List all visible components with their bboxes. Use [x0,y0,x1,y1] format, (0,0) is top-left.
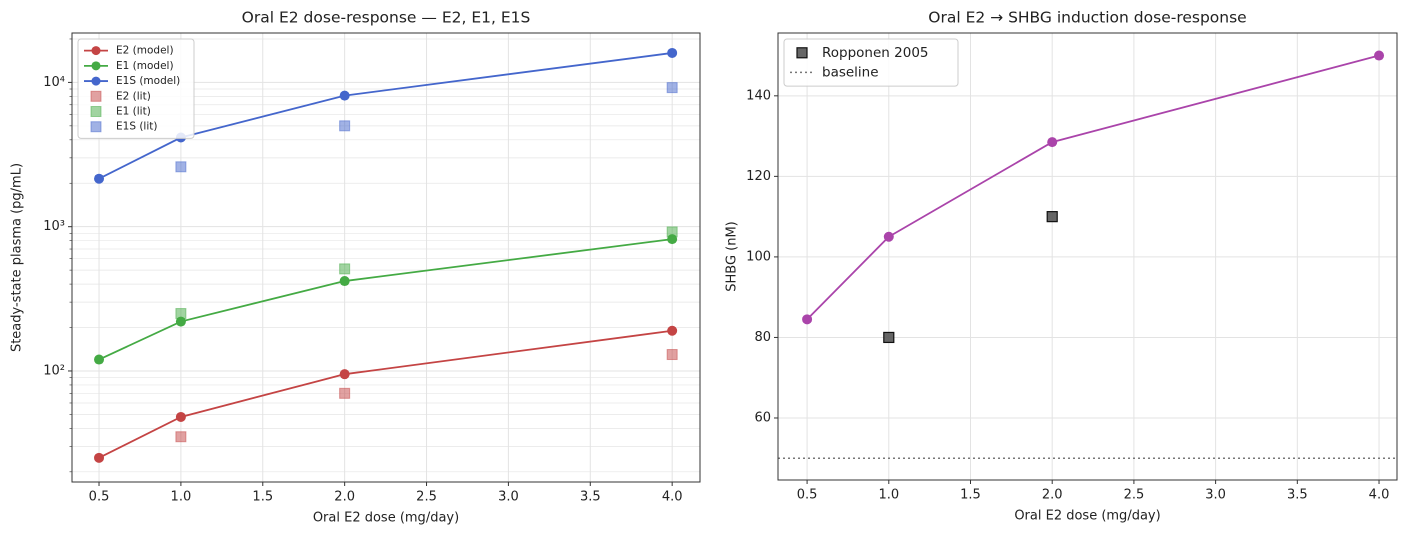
marker [175,316,186,327]
marker [339,276,350,287]
y-axis-label: Steady-state plasma (pg/mL) [10,163,25,352]
series-line [98,329,673,459]
x-tick-label: 4.0 [1369,488,1390,503]
legend-label: baseline [822,64,879,80]
marker [666,349,678,361]
x-tick-label: 2.5 [1124,488,1145,503]
legend-marker [90,106,102,118]
legend-marker [91,46,101,56]
marker [339,263,351,275]
legend-marker [90,121,102,133]
plot-frame [71,32,701,483]
marker [175,431,187,443]
marker [883,331,895,344]
x-tick-label: 3.0 [1205,488,1226,503]
legend-label: E1 (model) [116,60,174,72]
x-tick-label: 2.0 [334,490,355,505]
marker [666,82,678,94]
x-axis-label: Oral E2 dose (mg/day) [313,511,459,526]
x-tick-label: 2.5 [416,490,437,505]
marker [175,411,186,422]
marker [94,452,105,463]
marker [666,226,678,238]
x-tick-label: 3.0 [498,490,519,505]
y-tick-label: 80 [754,330,771,345]
series-line [806,54,1380,320]
x-tick-label: 1.5 [252,490,273,505]
plot-frame [777,32,1398,481]
x-tick-label: 1.0 [878,488,899,503]
legend-label: E1S (lit) [116,121,157,133]
legend-label: E1S (model) [116,75,180,87]
y-tick-label: 10² [43,363,65,378]
x-tick-label: 0.5 [797,488,818,503]
x-tick-label: 0.5 [89,490,110,505]
legend-box [783,38,959,87]
y-tick-label: 60 [754,410,771,425]
x-tick-label: 1.5 [960,488,981,503]
chart-title: Oral E2 → SHBG induction dose-response [928,9,1246,27]
marker [1047,137,1058,148]
y-axis-label: SHBG (nM) [725,221,740,292]
marker [94,354,105,365]
legend-label: E2 (lit) [116,90,151,102]
marker [175,161,187,173]
legend-box [77,38,195,139]
marker [175,308,187,320]
legend-label: E1 (lit) [116,106,151,118]
legend-label: E2 (model) [116,45,174,57]
x-tick-label: 3.5 [580,490,601,505]
marker [339,369,350,380]
y-tick-label: 120 [746,169,771,184]
x-tick-label: 3.5 [1287,488,1308,503]
x-axis-label: Oral E2 dose (mg/day) [1014,509,1160,524]
legend-marker [90,90,102,102]
marker [667,47,678,58]
y-tick-label: 100 [746,249,771,264]
y-tick-label: 10³ [43,219,65,234]
legend-marker [91,76,101,86]
marker [339,90,350,101]
marker [1046,211,1058,223]
y-tick-label: 140 [746,88,771,103]
x-tick-label: 1.0 [171,490,192,505]
marker [339,387,351,399]
chart-title: Oral E2 dose-response — E2, E1, E1S [242,9,531,27]
legend-marker [91,61,101,71]
series-line [98,52,673,180]
marker [1374,50,1385,61]
marker [802,314,813,325]
x-tick-label: 4.0 [662,490,683,505]
x-tick-label: 2.0 [1042,488,1063,503]
y-tick-label: 10⁴ [43,75,65,90]
marker [667,325,678,336]
legend-marker [796,47,808,59]
marker [883,231,894,242]
series-line [98,238,673,361]
legend-label: Ropponen 2005 [822,45,929,61]
marker [94,173,105,184]
marker [339,120,351,132]
